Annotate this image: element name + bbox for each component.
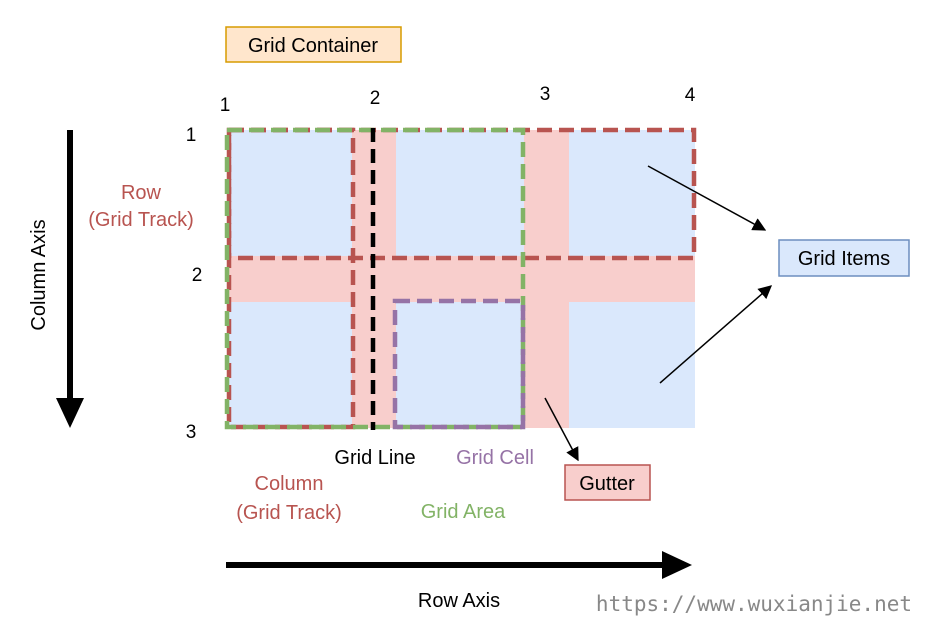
grid-line-label: Grid Line [334, 447, 415, 469]
gutter-label-box: Gutter [564, 464, 651, 501]
grid-items-box [778, 239, 910, 277]
grid-cell-r2-c2 [396, 302, 524, 428]
column-track-label-line2: (Grid Track) [236, 502, 342, 524]
row-line-number-3: 3 [186, 422, 197, 443]
column-line-numbers: 1 2 3 4 [220, 84, 696, 116]
grid-cells [228, 130, 695, 428]
row-line-number-1: 1 [186, 125, 197, 146]
gutter-arrow [544, 397, 579, 462]
column-axis-label: Column Axis [28, 219, 50, 330]
gutter-box [564, 464, 651, 501]
column-line-number-2: 2 [370, 88, 381, 109]
column-line-number-4: 4 [685, 85, 696, 106]
grid-cell-r1-c1 [228, 130, 352, 256]
column-axis-arrow [56, 130, 84, 428]
gutter-text: Gutter [579, 473, 635, 495]
grid-items-text: Grid Items [798, 248, 890, 270]
grid-cell-outline [392, 298, 526, 430]
grid-items-label-box: Grid Items [778, 239, 910, 277]
grid-cell-r1-c3 [569, 130, 695, 256]
column-line-number-3: 3 [540, 84, 551, 105]
row-track-label-line1: Row [121, 182, 162, 204]
grid-area-label: Grid Area [421, 501, 506, 523]
column-track-label: Column (Grid Track) [236, 473, 342, 524]
column-line-number-1: 1 [220, 95, 231, 116]
watermark-text: https://www.wuxianjie.net [596, 592, 912, 616]
column-track-label-line1: Column [255, 473, 324, 495]
row-axis-head [662, 551, 692, 579]
gutters [228, 130, 695, 428]
grid-cell-r1-c2 [396, 130, 524, 256]
grid-items-arrow-upper [647, 165, 767, 231]
row-axis-arrow [226, 551, 692, 579]
row-axis-label: Row Axis [418, 590, 500, 612]
grid-cell-label: Grid Cell [456, 447, 534, 469]
gutter-row-1 [228, 256, 695, 302]
row-line-numbers: 1 2 3 [186, 125, 203, 443]
grid-container-label-box: Grid Container [225, 26, 402, 63]
grid-cell-r2-c3 [569, 302, 695, 428]
row-track-label: Row (Grid Track) [88, 182, 194, 231]
grid-cell-r2-c1 [228, 302, 352, 428]
row-line-number-2: 2 [192, 265, 203, 286]
column-axis-head [56, 398, 84, 428]
row-track-label-line2: (Grid Track) [88, 209, 194, 231]
grid-container-text: Grid Container [248, 35, 378, 57]
grid-container-box [225, 26, 402, 63]
grid-items-arrow-lower [659, 285, 773, 384]
